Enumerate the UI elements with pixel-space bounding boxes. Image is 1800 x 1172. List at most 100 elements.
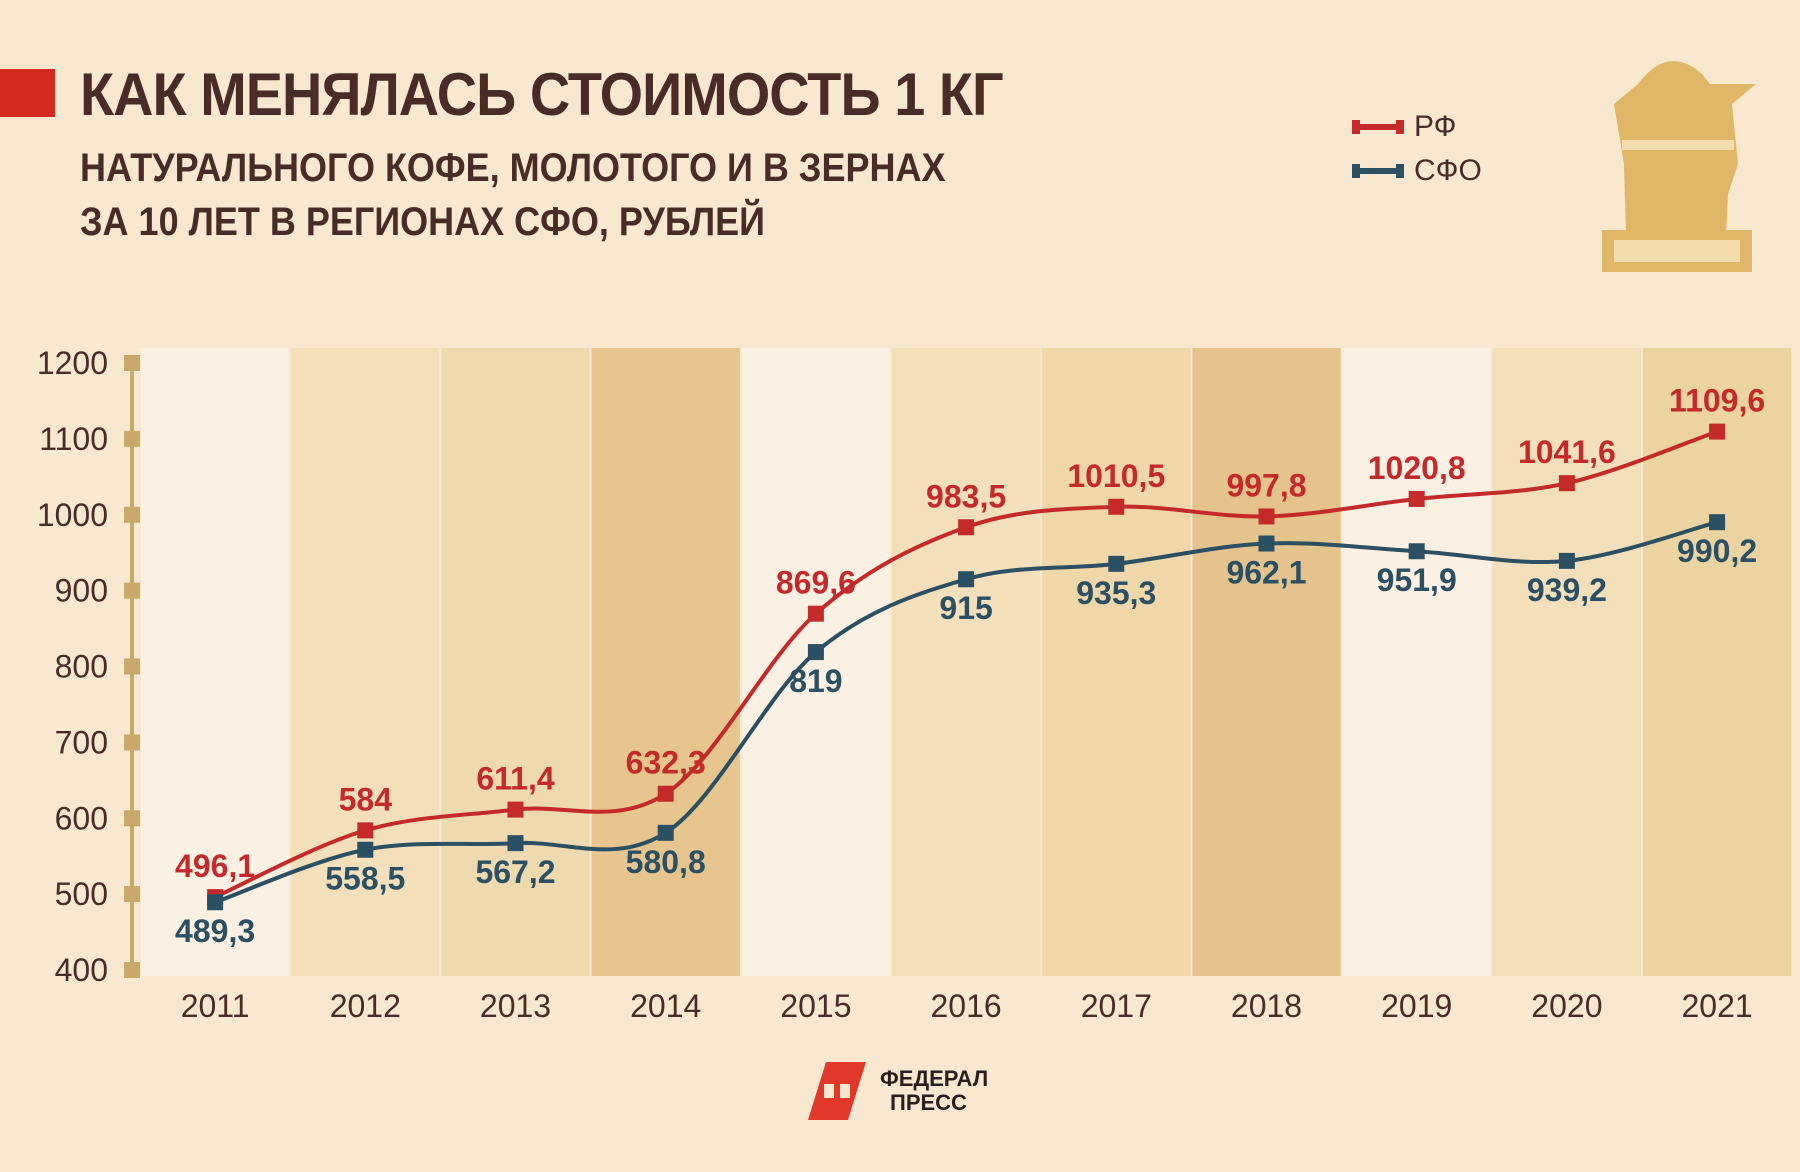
y-tick-label: 1000 xyxy=(37,497,108,533)
series-line-sfo xyxy=(214,520,1718,905)
data-point-rf xyxy=(357,822,374,839)
column-band xyxy=(741,348,890,976)
data-label-sfo: 951,9 xyxy=(1377,562,1457,598)
data-label-sfo: 489,3 xyxy=(175,913,255,949)
data-point-sfo xyxy=(357,841,374,858)
coffee-pot-icon xyxy=(1602,61,1756,272)
data-label-rf: 997,8 xyxy=(1226,467,1306,503)
data-label-rf: 1041,6 xyxy=(1518,434,1616,470)
data-label-sfo: 558,5 xyxy=(325,861,405,897)
data-point-sfo xyxy=(1108,555,1125,572)
line-chart: 2011 2012 2013 2014 2015 2016 2017 2018 2019 2020… xyxy=(37,345,1792,1024)
y-tick-mark xyxy=(124,810,140,827)
data-label-sfo: 962,1 xyxy=(1226,555,1306,591)
y-tick-mark xyxy=(124,582,140,599)
y-tick-label: 600 xyxy=(55,800,108,836)
data-point-sfo xyxy=(807,644,824,661)
column-band xyxy=(1643,348,1792,976)
data-label-rf: 496,1 xyxy=(175,848,255,884)
data-point-rf xyxy=(507,801,524,818)
y-tick-label: 1100 xyxy=(39,421,108,457)
legend-item-sfo: СФО xyxy=(1352,154,1482,188)
x-tick-label: 2011 xyxy=(181,988,250,1024)
data-label-rf: 611,4 xyxy=(476,761,555,797)
column-band xyxy=(291,348,440,976)
x-tick-label: 2016 xyxy=(931,988,1002,1024)
data-label-rf: 1010,5 xyxy=(1067,458,1165,494)
x-tick-label: 2021 xyxy=(1682,988,1753,1024)
x-tick-label: 2019 xyxy=(1381,988,1452,1024)
column-band xyxy=(1492,348,1641,976)
legend-label-sfo: СФО xyxy=(1414,154,1482,187)
data-point-sfo xyxy=(507,835,524,852)
column-band xyxy=(1042,348,1191,976)
y-tick-mark xyxy=(124,355,140,371)
chart-subtitle-line2: ЗА 10 ЛЕТ В РЕГИОНАХ СФО, РУБЛЕЙ xyxy=(80,200,765,244)
legend-swatch-rf xyxy=(1352,120,1404,134)
data-point-sfo xyxy=(657,824,674,841)
column-band xyxy=(1342,348,1491,976)
y-tick-mark xyxy=(124,962,140,978)
data-label-rf: 584 xyxy=(339,781,393,817)
x-tick-label: 2013 xyxy=(480,988,551,1024)
data-point-sfo xyxy=(958,571,975,588)
series-line-rf xyxy=(214,429,1718,899)
data-label-rf: 1109,6 xyxy=(1669,383,1765,419)
logo-line2: ПРЕСС xyxy=(890,1090,967,1115)
chart-title: КАК МЕНЯЛАСЬ СТОИМОСТЬ 1 КГ xyxy=(80,61,1004,128)
y-tick-label: 400 xyxy=(55,952,108,988)
data-point-rf xyxy=(807,605,824,622)
x-tick-label: 2018 xyxy=(1231,988,1302,1024)
data-point-rf xyxy=(958,519,975,536)
data-point-sfo xyxy=(1258,535,1275,552)
legend-item-rf: РФ xyxy=(1352,110,1456,144)
federalpress-logo-icon xyxy=(808,1062,866,1120)
x-tick-label: 2017 xyxy=(1081,988,1152,1024)
y-tick-mark xyxy=(124,734,140,751)
data-point-rf xyxy=(1408,490,1425,507)
x-tick-label: 2015 xyxy=(780,988,851,1024)
data-point-rf xyxy=(1709,423,1726,440)
x-tick-label: 2020 xyxy=(1531,988,1602,1024)
y-tick-mark xyxy=(124,886,140,903)
data-label-rf: 1020,8 xyxy=(1368,450,1466,486)
legend-label-rf: РФ xyxy=(1414,110,1457,143)
data-label-sfo: 915 xyxy=(939,590,992,626)
data-label-sfo: 935,3 xyxy=(1076,575,1156,611)
data-point-rf xyxy=(1258,508,1275,525)
data-label-rf: 869,6 xyxy=(776,565,856,601)
data-point-sfo xyxy=(1558,552,1575,569)
data-label-rf: 632,3 xyxy=(626,745,706,781)
logo-line1: ФЕДЕРАЛ xyxy=(880,1066,989,1091)
y-tick-mark xyxy=(124,658,140,675)
x-tick-label: 2012 xyxy=(330,988,401,1024)
data-point-rf xyxy=(1558,475,1575,492)
y-tick-label: 500 xyxy=(55,876,108,912)
y-tick-label: 800 xyxy=(55,649,108,685)
data-label-rf: 983,5 xyxy=(926,478,1006,514)
column-band xyxy=(591,348,740,976)
data-label-sfo: 580,8 xyxy=(626,844,706,880)
y-tick-mark xyxy=(124,430,140,447)
data-point-sfo xyxy=(207,894,224,911)
y-tick-label: 900 xyxy=(55,573,108,609)
data-point-sfo xyxy=(1709,514,1726,531)
federalpress-logo: ФЕДЕРАЛ ПРЕСС xyxy=(808,1062,988,1120)
data-label-sfo: 939,2 xyxy=(1527,572,1607,608)
data-label-sfo: 567,2 xyxy=(475,854,555,890)
data-point-rf xyxy=(657,785,674,802)
column-band xyxy=(441,348,590,976)
chart-subtitle-line1: НАТУРАЛЬНОГО КОФЕ, МОЛОТОГО И В ЗЕРНАХ xyxy=(80,146,946,190)
y-tick-label: 700 xyxy=(55,724,108,760)
data-point-rf xyxy=(1108,498,1125,515)
title-accent-square xyxy=(0,69,55,117)
column-band xyxy=(892,348,1041,976)
legend-swatch-sfo xyxy=(1352,164,1404,178)
x-tick-label: 2014 xyxy=(630,988,701,1024)
data-label-sfo: 990,2 xyxy=(1677,533,1757,569)
data-point-sfo xyxy=(1408,543,1425,560)
data-label-sfo: 819 xyxy=(789,663,842,699)
y-tick-label: 1200 xyxy=(37,345,108,381)
column-band xyxy=(1192,348,1341,976)
y-tick-mark xyxy=(124,506,140,523)
